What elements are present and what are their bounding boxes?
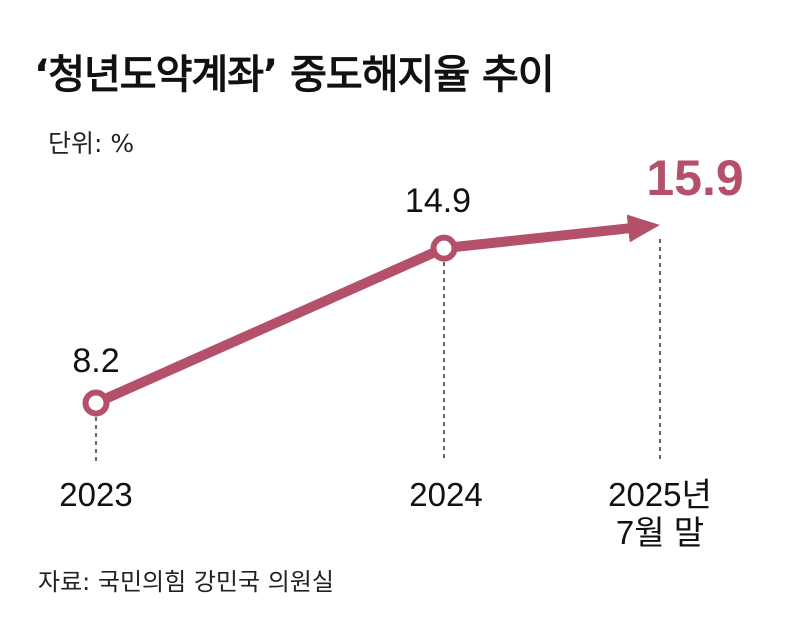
x-tick-label-1: 2024 (409, 476, 482, 513)
x-tick-label-2-line-0: 2025년 (608, 476, 712, 513)
data-label-1: 14.9 (405, 182, 471, 220)
series-line-segment-0 (91, 243, 449, 408)
data-point-1 (430, 234, 458, 262)
source-note: 자료: 국민의힘 강민국 의원실 (38, 568, 334, 596)
x-tick-label-2-line-1: 7월 말 (616, 514, 704, 551)
data-point-0 (82, 389, 110, 417)
unit-label: 단위: % (48, 129, 135, 158)
x-tick-label-0: 2023 (59, 476, 132, 513)
data-label-2: 15.9 (646, 150, 743, 206)
chart-title: ‘청년도약계좌’ 중도해지율 추이 (34, 52, 555, 98)
data-label-0: 8.2 (72, 342, 119, 380)
series-line-segment-1 (439, 214, 661, 254)
